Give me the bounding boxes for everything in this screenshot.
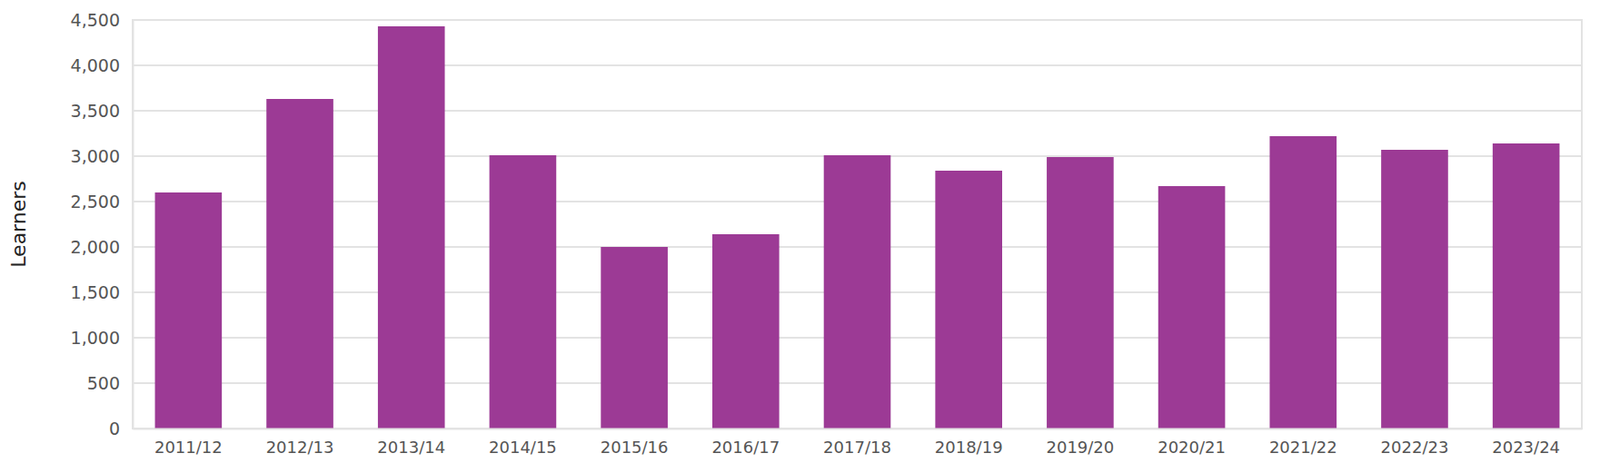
x-tick-label: 2016/17	[711, 437, 780, 458]
x-tick: 2022/23	[1381, 428, 1450, 458]
bar	[377, 26, 446, 429]
y-tick-label: 3,000	[70, 146, 120, 167]
x-tick: 2021/22	[1269, 428, 1338, 458]
bar	[266, 99, 334, 429]
x-tick-label: 2015/16	[600, 437, 669, 458]
x-tick: 2016/17	[711, 428, 780, 458]
chart: 0 500 1,000 1,500 2,000 2,500 3,000 3,500 4,000 4…	[0, 0, 1600, 473]
bars	[155, 26, 1561, 429]
bar	[600, 247, 668, 429]
bar	[1492, 143, 1561, 429]
y-tick-label: 500	[87, 373, 120, 394]
x-tick-label: 2013/14	[377, 437, 446, 458]
grid-line	[132, 19, 1582, 21]
y-tick: 2,500	[70, 191, 133, 212]
x-tick: 2020/21	[1157, 428, 1226, 458]
y-tick-label: 1,500	[70, 282, 120, 303]
bar	[155, 192, 223, 429]
x-tick-label: 2012/13	[266, 437, 335, 458]
bar	[824, 155, 892, 429]
x-tick-label: 2023/24	[1491, 437, 1561, 458]
bar	[1046, 157, 1114, 429]
y-axis: 0 500 1,000 1,500 2,000 2,500 3,000 3,500 4,000 4…	[70, 9, 134, 439]
x-tick: 2011/12	[154, 428, 223, 458]
x-tick: 2013/14	[377, 428, 446, 458]
y-tick-label: 2,000	[70, 237, 120, 258]
x-tick-label: 2011/12	[154, 437, 223, 458]
bar	[1269, 136, 1337, 429]
bar	[934, 170, 1003, 429]
bar	[489, 155, 557, 429]
x-tick-label: 2019/20	[1045, 437, 1114, 458]
x-tick: 2012/13	[266, 428, 335, 458]
bar	[1381, 149, 1449, 429]
x-tick-label: 2017/18	[823, 437, 892, 458]
x-axis-line	[133, 428, 1583, 431]
y-tick: 2,000	[70, 237, 133, 258]
y-tick-label: 4,500	[70, 9, 120, 30]
y-tick-label: 0	[109, 418, 120, 439]
grid-line	[132, 64, 1582, 67]
y-tick-label: 4,000	[70, 55, 120, 76]
x-tick: 2023/24	[1491, 428, 1561, 458]
x-tick: 2018/19	[934, 428, 1004, 458]
x-tick-label: 2022/23	[1381, 437, 1450, 458]
y-axis-title: Learners	[7, 180, 30, 269]
y-tick: 3,500	[70, 100, 133, 121]
y-tick-label: 3,500	[70, 100, 120, 121]
y-tick: 1,500	[70, 282, 133, 303]
plot-frame	[132, 19, 1582, 429]
x-tick: 2015/16	[600, 428, 669, 458]
y-tick: 500	[87, 373, 133, 394]
y-axis-line	[132, 20, 135, 430]
x-tick: 2019/20	[1045, 428, 1114, 458]
bar	[712, 234, 780, 429]
y-tick: 3,000	[70, 146, 133, 167]
y-tick: 1,000	[70, 327, 133, 348]
x-tick-label: 2014/15	[488, 437, 557, 458]
y-tick: 0	[109, 418, 133, 439]
grid-line	[132, 109, 1582, 112]
x-tick-label: 2021/22	[1269, 437, 1338, 458]
x-tick-label: 2018/19	[934, 437, 1004, 458]
bar	[1158, 186, 1226, 429]
x-axis: 2011/12 2012/13 2013/14 2014/15 2015/16 2016/…	[133, 428, 1583, 458]
y-tick-label: 2,500	[70, 191, 120, 212]
y-tick: 4,000	[70, 55, 133, 76]
y-tick-label: 1,000	[70, 327, 120, 348]
x-tick: 2017/18	[823, 428, 892, 458]
grid	[132, 19, 1582, 429]
y-tick: 4,500	[70, 9, 133, 30]
plot: 0 500 1,000 1,500 2,000 2,500 3,000 3,500 4,000 4…	[70, 9, 1583, 458]
x-tick: 2014/15	[488, 428, 557, 458]
x-tick-label: 2020/21	[1157, 437, 1226, 458]
